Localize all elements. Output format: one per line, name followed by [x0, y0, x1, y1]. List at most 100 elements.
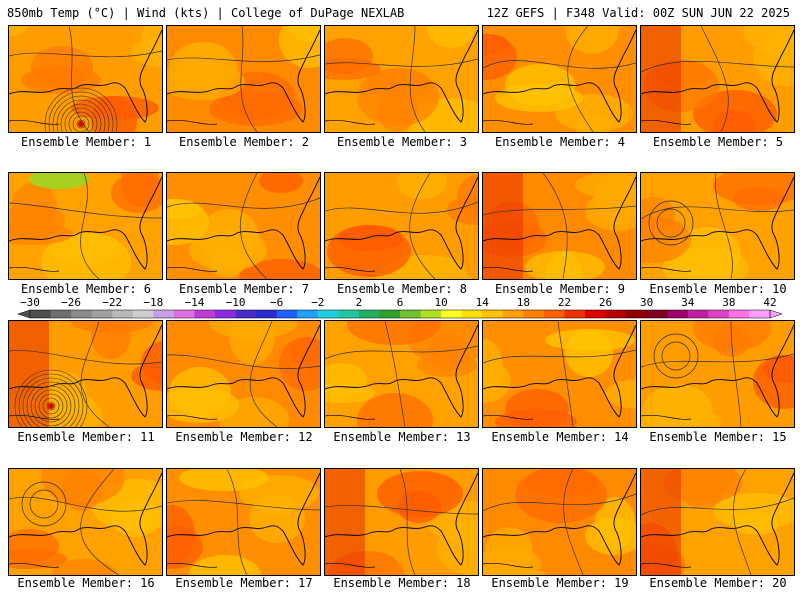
colorbar-swatch — [153, 310, 175, 318]
map-title: 850mb Temp (°C) | Wind (kts) | College o… — [7, 6, 405, 20]
colorbar-swatch — [256, 310, 278, 318]
ensemble-member-label: Ensemble Member: 16 — [17, 576, 155, 590]
colorbar-swatch — [235, 310, 257, 318]
colorbar-swatch — [215, 310, 237, 318]
colorbar-swatch — [585, 310, 607, 318]
temperature-field — [325, 26, 478, 132]
colorbar-swatch — [441, 310, 463, 318]
colorbar-swatch — [30, 310, 52, 318]
colorbar-swatch — [276, 310, 298, 318]
ensemble-member-label: Ensemble Member: 13 — [333, 430, 471, 444]
ensemble-panel-10 — [640, 172, 795, 280]
valid-time: 12Z GEFS | F348 Valid: 00Z SUN JUN 22 20… — [486, 6, 790, 20]
ensemble-member-label: Ensemble Member: 3 — [336, 135, 468, 149]
colorbar-tick-label: 18 — [517, 296, 530, 309]
colorbar-swatch — [50, 310, 72, 318]
colorbar-tick-label: −30 — [20, 296, 40, 309]
ensemble-panel-11 — [8, 320, 163, 428]
temperature-field — [167, 173, 320, 279]
colorbar-swatch — [728, 310, 750, 318]
ensemble-member-label: Ensemble Member: 10 — [649, 282, 787, 296]
ensemble-panel-18 — [324, 468, 479, 576]
colorbar-swatch — [420, 310, 442, 318]
colorbar-tick-label: −10 — [226, 296, 246, 309]
temperature-field — [641, 469, 794, 575]
colorbar-swatch — [297, 310, 319, 318]
ensemble-member-label: Ensemble Member: 15 — [649, 430, 787, 444]
ensemble-member-label: Ensemble Member: 17 — [175, 576, 313, 590]
ensemble-panel-13 — [324, 320, 479, 428]
temperature-colorbar: −30 −26 −22 −18 −14 −10 −6 −2 2 6 10 14 18 22 26 30 34 38… — [17, 296, 783, 319]
colorbar-swatch — [687, 310, 709, 318]
temperature-field — [9, 321, 162, 427]
ensemble-panel-3 — [324, 25, 479, 133]
colorbar-swatch — [708, 310, 730, 318]
colorbar-swatch — [132, 310, 154, 318]
ensemble-member-label: Ensemble Member: 11 — [17, 430, 155, 444]
ensemble-panel-6 — [8, 172, 163, 280]
temperature-field — [641, 321, 794, 427]
colorbar-tick-label: −18 — [143, 296, 163, 309]
temperature-field — [483, 26, 636, 132]
colorbar-tick-label: 42 — [763, 296, 776, 309]
colorbar-tick-label: 30 — [640, 296, 653, 309]
ensemble-member-label: Ensemble Member: 5 — [652, 135, 784, 149]
colorbar-swatch — [482, 310, 504, 318]
ensemble-member-label: Ensemble Member: 4 — [494, 135, 626, 149]
colorbar-swatch — [71, 310, 93, 318]
temperature-field — [483, 173, 636, 279]
colorbar-tick-label: −22 — [102, 296, 122, 309]
colorbar-swatch — [667, 310, 689, 318]
ensemble-panel-19 — [482, 468, 637, 576]
temperature-field — [325, 469, 478, 575]
colorbar-tick-label: 26 — [599, 296, 612, 309]
colorbar-min-arrow — [17, 309, 31, 319]
colorbar-tick-label: −2 — [311, 296, 324, 309]
temperature-field — [9, 26, 162, 132]
colorbar-tick-label: 38 — [722, 296, 735, 309]
ensemble-member-label: Ensemble Member: 19 — [491, 576, 629, 590]
ensemble-member-label: Ensemble Member: 9 — [494, 282, 626, 296]
ensemble-panel-5 — [640, 25, 795, 133]
temperature-field — [325, 173, 478, 279]
ensemble-panel-8 — [324, 172, 479, 280]
colorbar-swatch — [317, 310, 339, 318]
ensemble-panel-4 — [482, 25, 637, 133]
temperature-field — [167, 469, 320, 575]
colorbar-swatch — [194, 310, 216, 318]
ensemble-panel-16 — [8, 468, 163, 576]
colorbar-tick-label: 6 — [397, 296, 404, 309]
colorbar-swatch — [564, 310, 586, 318]
colorbar-swatch — [646, 310, 668, 318]
ensemble-member-label: Ensemble Member: 8 — [336, 282, 468, 296]
colorbar-swatch — [461, 310, 483, 318]
temperature-field — [641, 173, 794, 279]
colorbar-swatch — [173, 310, 195, 318]
ensemble-member-label: Ensemble Member: 18 — [333, 576, 471, 590]
colorbar-tick-label: 22 — [558, 296, 571, 309]
colorbar-swatch — [543, 310, 565, 318]
colorbar-swatch — [379, 310, 401, 318]
colorbar-tick-label: 14 — [476, 296, 490, 309]
ensemble-member-label: Ensemble Member: 6 — [20, 282, 152, 296]
colorbar-tick-label: 2 — [356, 296, 363, 309]
colorbar-swatch — [626, 310, 648, 318]
temperature-field — [167, 321, 320, 427]
ensemble-member-label: Ensemble Member: 7 — [178, 282, 310, 296]
temperature-field — [483, 321, 636, 427]
temperature-field — [641, 26, 794, 132]
temperature-field — [167, 26, 320, 132]
colorbar-swatch — [112, 310, 134, 318]
ensemble-panel-2 — [166, 25, 321, 133]
ensemble-member-label: Ensemble Member: 2 — [178, 135, 310, 149]
ensemble-member-label: Ensemble Member: 14 — [491, 430, 629, 444]
colorbar-tick-label: −26 — [61, 296, 81, 309]
temperature-field — [483, 469, 636, 575]
ensemble-member-label: Ensemble Member: 1 — [20, 135, 152, 149]
colorbar-swatch — [605, 310, 627, 318]
ensemble-panel-12 — [166, 320, 321, 428]
colorbar-tick-label: 34 — [681, 296, 695, 309]
colorbar-swatch — [338, 310, 360, 318]
ensemble-panel-15 — [640, 320, 795, 428]
colorbar-swatch — [749, 310, 771, 318]
